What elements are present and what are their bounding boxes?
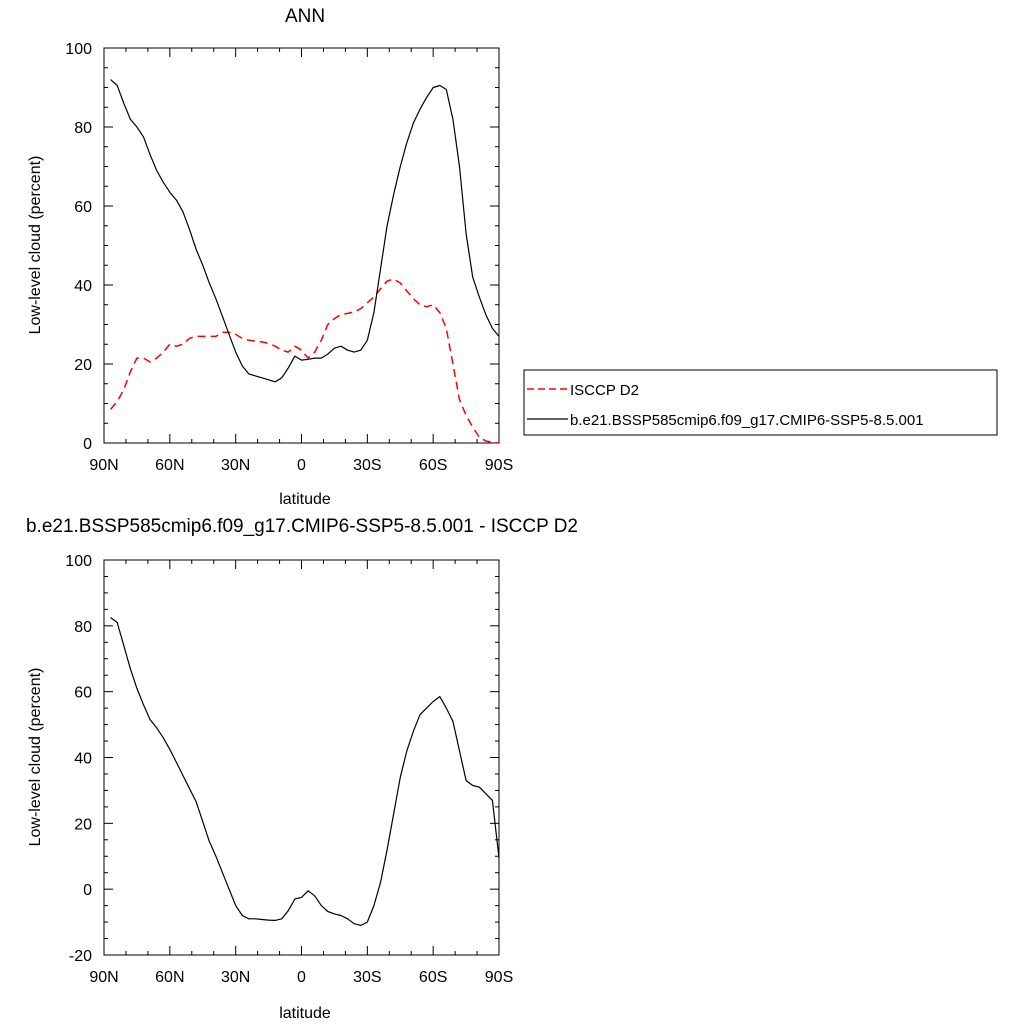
top-series-line-1 [110,79,500,383]
bottom-x-tick-label: 90S [485,969,513,986]
bottom-y-tick-label: 80 [74,619,92,636]
bottom-chart-frame [103,559,500,956]
bottom-x-tick-label: 60S [419,969,447,986]
top-y-tick-label: 100 [65,41,92,58]
top-x-tick-label: 60N [155,457,184,474]
top-x-tick-label: 90S [485,457,513,474]
top-y-tick-label: 80 [74,120,92,137]
bottom-y-tick-label: 20 [74,816,92,833]
top-x-tick-label: 30N [221,457,250,474]
bottom-y-tick-label: 0 [83,882,92,899]
bottom-y-tick-label: -20 [69,948,92,965]
bottom-x-tick-label: 60N [155,969,184,986]
top-x-tick-label: 0 [297,457,306,474]
bottom-chart-ylabel: Low-level cloud (percent) [27,668,44,847]
bottom-x-tick-label: 0 [297,969,306,986]
bottom-series-line-0 [110,617,500,927]
legend-label-model: b.e21.BSSP585cmip6.f09_g17.CMIP6-SSP5-8.… [570,412,924,429]
top-series-line-0 [110,278,500,444]
top-chart-ylabel: Low-level cloud (percent) [27,156,44,335]
bottom-y-tick-label: 100 [65,553,92,570]
top-x-tick-label: 60S [419,457,447,474]
top-y-tick-label: 40 [74,278,92,295]
bottom-chart-plot-area: 90N 60N 30N 0 30S 60S 90S -20 0 20 40 60 80 100 [65,553,513,986]
top-y-tick-label: 0 [83,436,92,453]
top-y-tick-label: 20 [74,357,92,374]
legend-box [523,369,998,436]
top-x-tick-label: 90N [89,457,118,474]
bottom-x-tick-label: 90N [89,969,118,986]
top-chart-xlabel: latitude [279,491,331,508]
top-y-tick-label: 60 [74,199,92,216]
bottom-x-tick-label: 30S [353,969,381,986]
top-chart-legend: ISCCP D2 b.e21.BSSP585cmip6.f09_g17.CMIP… [523,369,998,436]
bottom-y-tick-label: 40 [74,751,92,768]
top-x-tick-label: 30S [353,457,381,474]
bottom-chart-title: b.e21.BSSP585cmip6.f09_g17.CMIP6-SSP5-8.… [26,516,578,537]
bottom-x-tick-label: 30N [221,969,250,986]
bottom-y-tick-label: 60 [74,685,92,702]
top-chart-plot-area: 90N 60N 30N 0 30S 60S 90S 0 20 40 60 80 100 [65,41,513,474]
legend-label-isccp: ISCCP D2 [570,382,639,399]
top-chart-title: ANN [285,6,325,27]
top-chart-frame [103,47,500,444]
bottom-chart-xlabel: latitude [279,1005,331,1022]
